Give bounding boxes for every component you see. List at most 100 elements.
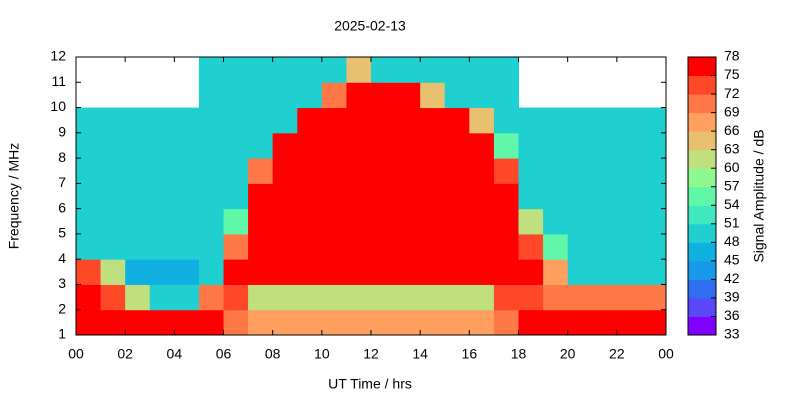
- heatmap-cell: [346, 284, 372, 311]
- x-tick-label: 10: [314, 346, 330, 362]
- x-tick-label: 12: [363, 346, 379, 362]
- heatmap-cell: [567, 284, 593, 311]
- heatmap-cell: [420, 158, 446, 184]
- heatmap-cell: [223, 309, 249, 336]
- heatmap-cell: [198, 57, 224, 83]
- colorbar-band: [688, 297, 716, 317]
- heatmap-cell: [76, 284, 102, 311]
- heatmap-cell: [125, 284, 151, 311]
- heatmap-cell: [420, 107, 446, 134]
- colorbar-band: [688, 75, 716, 95]
- heatmap-cell: [76, 233, 102, 260]
- heatmap-cell: [223, 183, 249, 210]
- heatmap-cell: [297, 183, 323, 210]
- heatmap-cell: [616, 132, 642, 159]
- heatmap-cell: [100, 233, 126, 260]
- x-tick-label: 08: [265, 346, 281, 362]
- heatmap-cell: [346, 183, 372, 210]
- colorbar-band: [688, 279, 716, 299]
- heatmap-cell: [543, 233, 569, 260]
- heatmap-cell: [223, 82, 249, 109]
- heatmap-cell: [469, 132, 495, 159]
- heatmap-cell: [100, 183, 126, 210]
- heatmap-cell: [223, 208, 249, 235]
- heatmap-cell: [371, 233, 397, 260]
- heatmap-cell: [272, 132, 298, 159]
- heatmap-cell: [100, 309, 126, 336]
- heatmap-cell: [100, 107, 126, 134]
- heatmap-cell: [469, 183, 495, 210]
- heatmap-cells: [76, 57, 667, 336]
- heatmap-cell: [248, 309, 274, 336]
- heatmap-cell: [420, 208, 446, 235]
- heatmap-cell: [395, 284, 421, 311]
- x-tick-label: 00: [658, 346, 674, 362]
- y-tick-label: 8: [58, 149, 66, 165]
- heatmap-cell: [272, 259, 298, 285]
- heatmap-cell: [272, 158, 298, 184]
- chart-title: 2025-02-13: [334, 18, 406, 34]
- heatmap-cell: [198, 233, 224, 260]
- heatmap-cell: [641, 132, 667, 159]
- heatmap-cell: [149, 132, 175, 159]
- heatmap-cell: [346, 57, 372, 83]
- heatmap-cell: [76, 158, 102, 184]
- colorbar-label: Signal Amplitude / dB: [751, 129, 767, 262]
- colorbar-tick-label: 75: [724, 66, 740, 82]
- heatmap-cell: [592, 158, 618, 184]
- heatmap-cell: [297, 284, 323, 311]
- heatmap-cell: [125, 183, 151, 210]
- heatmap-cell: [125, 107, 151, 134]
- heatmap-cell: [444, 233, 470, 260]
- heatmap-cell: [100, 284, 126, 311]
- heatmap-cell: [223, 259, 249, 285]
- y-tick-label: 2: [58, 300, 66, 316]
- heatmap-cell: [321, 309, 347, 336]
- colorbar-tick-label: 42: [724, 270, 740, 286]
- heatmap-cell: [567, 183, 593, 210]
- heatmap-cell: [272, 284, 298, 311]
- heatmap-cell: [493, 82, 519, 109]
- heatmap-cell: [198, 259, 224, 285]
- colorbar-tick-label: 60: [724, 159, 740, 175]
- heatmap-cell: [395, 82, 421, 109]
- heatmap-cell: [248, 208, 274, 235]
- heatmap-cell: [346, 208, 372, 235]
- heatmap-cell: [321, 259, 347, 285]
- heatmap-cell: [248, 284, 274, 311]
- heatmap-cell: [420, 82, 446, 109]
- heatmap-cell: [592, 233, 618, 260]
- heatmap-cell: [518, 309, 544, 336]
- heatmap-cell: [567, 107, 593, 134]
- heatmap-cell: [371, 309, 397, 336]
- y-tick-label: 9: [58, 124, 66, 140]
- heatmap-cell: [76, 259, 102, 285]
- heatmap-cell: [616, 107, 642, 134]
- heatmap-cell: [469, 259, 495, 285]
- heatmap-cell: [198, 82, 224, 109]
- heatmap-cell: [297, 158, 323, 184]
- heatmap-cell: [100, 158, 126, 184]
- colorbar-band: [688, 316, 716, 336]
- heatmap-cell: [149, 309, 175, 336]
- heatmap-cell: [616, 158, 642, 184]
- heatmap-cell: [125, 309, 151, 336]
- heatmap-cell: [444, 132, 470, 159]
- colorbar-tick-label: 36: [724, 307, 740, 323]
- heatmap-cell: [641, 183, 667, 210]
- heatmap-cell: [543, 259, 569, 285]
- heatmap-cell: [592, 309, 618, 336]
- heatmap-cell: [518, 208, 544, 235]
- heatmap-cell: [469, 309, 495, 336]
- heatmap-cell: [420, 259, 446, 285]
- colorbar-frame: [687, 56, 717, 336]
- heatmap-cell: [616, 208, 642, 235]
- colorbar-band: [688, 242, 716, 262]
- heatmap-cell: [297, 132, 323, 159]
- heatmap-cell: [198, 132, 224, 159]
- heatmap-cell: [371, 57, 397, 83]
- heatmap-cell: [272, 233, 298, 260]
- heatmap-cell: [321, 107, 347, 134]
